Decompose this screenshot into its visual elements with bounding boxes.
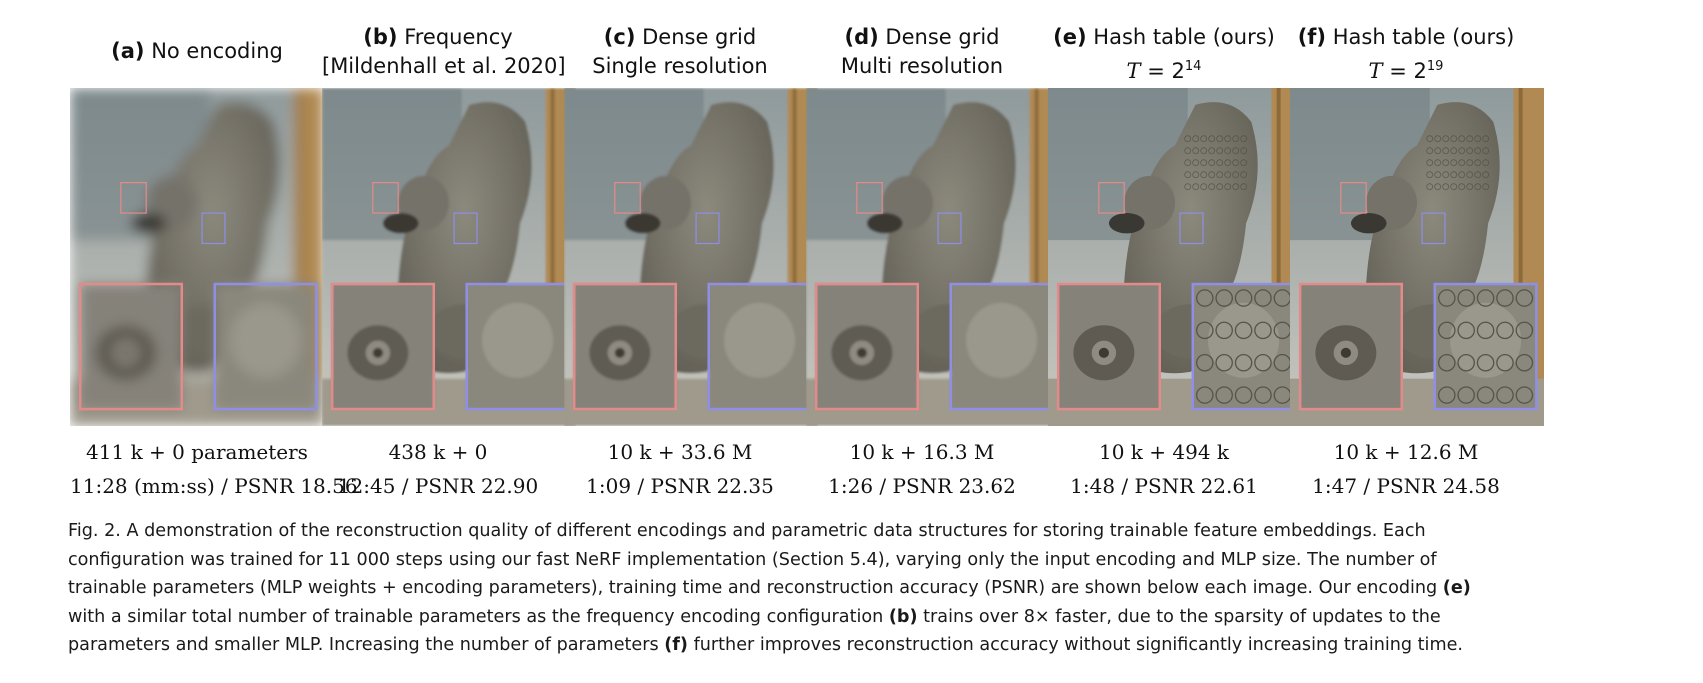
parameter-count: 10 k + 494 k [1098,440,1230,464]
panel-title: (d) Dense grid [806,23,1038,52]
panel-stats: 411 k + 0 parameters 11:28 (mm:ss) / PSN… [70,435,358,503]
panel-label: (f) [1297,25,1327,49]
caption-line: configuration was trained for 11 000 ste… [68,549,1437,570]
time-psnr: 11:28 (mm:ss) / PSNR 18.56 [70,474,358,498]
zoom-inset-red [574,284,676,410]
time-psnr: 1:48 / PSNR 22.61 [1070,474,1258,498]
zoom-inset-blue [1192,284,1295,410]
panel-title: (f) Hash table (ours) [1290,23,1522,52]
detail-marker-blue [1179,212,1204,245]
caption-line: trainable parameters (MLP weights + enco… [68,574,1648,603]
panel-stats: 10 k + 33.6 M 1:09 / PSNR 22.35 [564,435,796,503]
panel-stats: 10 k + 12.6 M 1:47 / PSNR 24.58 [1290,435,1522,503]
panel-label: (d) [844,25,879,49]
panel-label: (a) [111,39,145,63]
caption-text: trainable parameters (MLP weights + enco… [68,578,1438,598]
table-size-exponent: 14 [1184,59,1202,74]
zoom-inset-red [1058,284,1160,410]
caption-line: with a similar total number of trainable… [68,603,1648,632]
caption-text: further improves reconstruction accuracy… [693,635,1463,655]
table-size-symbol: T [1368,59,1383,83]
table-size-exponent: 19 [1426,59,1444,74]
figure-caption: Fig. 2. A demonstration of the reconstru… [68,517,1648,660]
caption-ref: (e) [1442,578,1471,598]
panel-title: (c) Dense grid [564,23,796,52]
panel-title-text: Hash table (ours) [1093,25,1275,49]
caption-text: parameters and smaller MLP. Increasing t… [68,635,659,655]
gargoyle-scene [322,88,576,426]
panel-title: (e) Hash table (ours) [1048,23,1280,52]
zoom-inset-red [816,284,918,410]
panel-subtitle: Single resolution [592,54,768,78]
panel-image [564,88,818,426]
parameter-count: 10 k + 33.6 M [607,440,753,464]
parameter-count: 411 k + 0 parameters [86,440,308,464]
equals-sign: = 2 [1147,59,1185,83]
time-psnr: 1:47 / PSNR 24.58 [1312,474,1500,498]
detail-marker-blue [201,212,226,245]
panel-subtitle: [Mildenhall et al. 2020] [322,54,566,78]
detail-marker-red [1340,182,1367,214]
detail-marker-red [856,182,883,214]
detail-marker-red [614,182,641,214]
panel-subtitle: T = 214 [1048,52,1280,86]
detail-marker-blue [1421,212,1446,245]
caption-line: parameters and smaller MLP. Increasing t… [68,631,1648,660]
zoom-inset-red [332,284,434,410]
panel-image [1290,88,1544,426]
detail-marker-blue [453,212,478,245]
zoom-inset-blue [708,284,811,410]
zoom-inset-blue [214,284,317,410]
panel-subtitle: Multi resolution [840,54,1004,78]
panel-image [322,88,576,426]
time-psnr: 1:09 / PSNR 22.35 [586,474,774,498]
panel-subtitle: T = 219 [1290,52,1522,86]
zoom-inset-red [80,284,182,410]
detail-marker-red [372,182,399,214]
panel-title-text: Hash table (ours) [1332,25,1515,49]
table-size-symbol: T [1126,59,1141,83]
time-psnr: 1:26 / PSNR 23.62 [828,474,1016,498]
panel-title-text: Dense grid [885,25,1000,49]
panel-image [1048,88,1302,426]
panel-title-text: Dense grid [642,25,757,49]
panel-image [806,88,1060,426]
caption-ref: (f) [664,635,688,655]
zoom-inset-blue [950,284,1053,410]
panel-title-text: Frequency [404,25,513,49]
panel-label: (c) [603,25,636,49]
time-psnr: 12:45 / PSNR 22.90 [337,474,539,498]
parameter-count: 438 k + 0 [388,440,488,464]
detail-marker-red [120,182,147,214]
caption-text: with a similar total number of trainable… [68,606,884,627]
panel-image [70,88,324,426]
panel-label: (b) [363,25,398,49]
zoom-inset-red [1300,284,1402,410]
equals-sign: = 2 [1389,59,1427,83]
panel-stats: 438 k + 0 12:45 / PSNR 22.90 [322,435,554,503]
detail-marker-red [1098,182,1125,214]
figure-panels: (a) No encoding 411 k + 0 parameters [70,23,1544,503]
panel-stats: 10 k + 16.3 M 1:26 / PSNR 23.62 [806,435,1038,503]
panel-stats: 10 k + 494 k 1:48 / PSNR 22.61 [1048,435,1280,503]
zoom-inset-blue [1434,284,1537,410]
caption-ref: (b) [888,606,918,627]
caption-line: Fig. 2. A demonstration of the reconstru… [68,521,1426,541]
panel-label: (e) [1053,25,1087,49]
parameter-count: 10 k + 12.6 M [1333,440,1479,464]
zoom-inset-blue [466,284,569,410]
caption-text: trains over 8× faster, due to the sparsi… [923,606,1441,627]
detail-marker-blue [937,212,962,245]
panel-title: (a) No encoding [70,37,324,66]
parameter-count: 10 k + 16.3 M [849,440,995,464]
panel-title-text: No encoding [151,39,283,63]
detail-marker-blue [695,212,720,245]
panel-title: (b) Frequency [322,23,554,52]
